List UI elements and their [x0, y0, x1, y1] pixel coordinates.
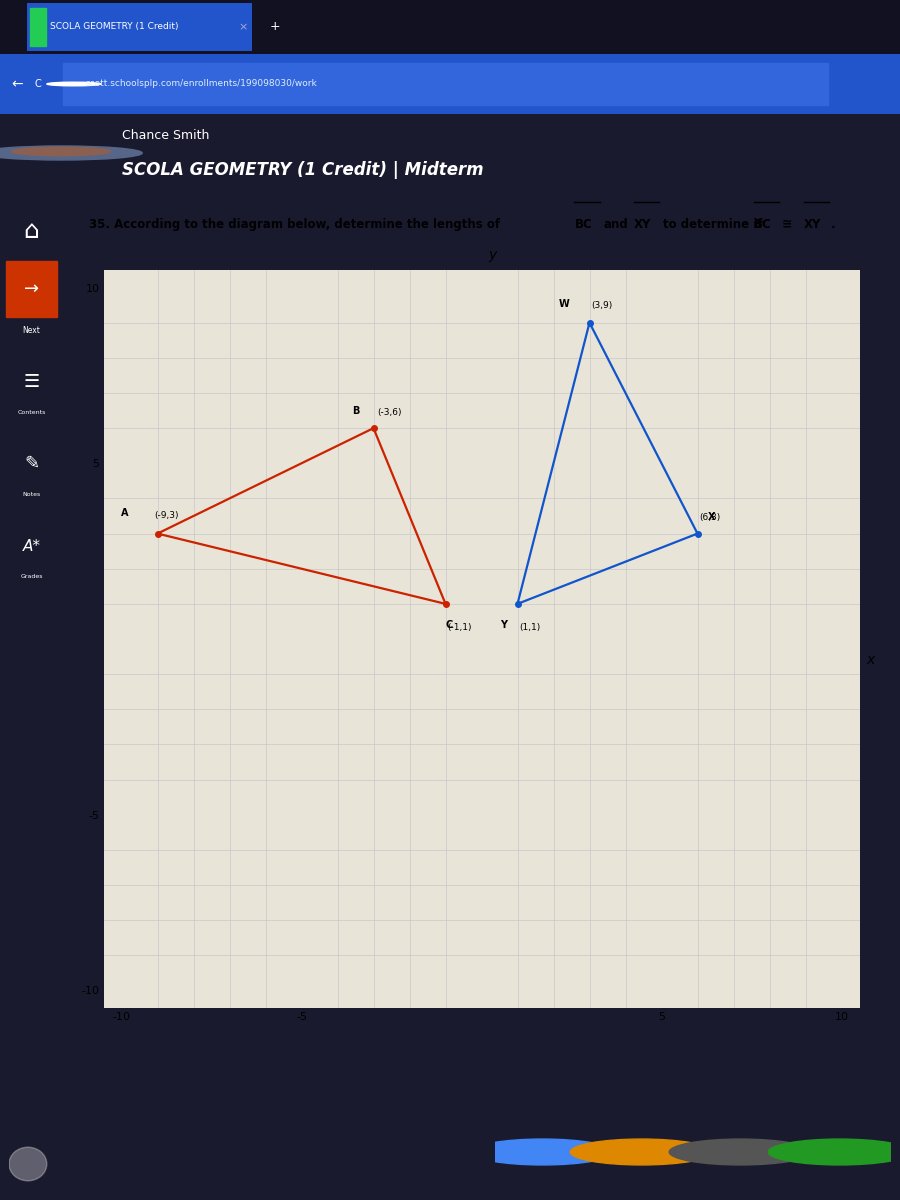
Text: x: x	[866, 653, 875, 667]
Text: to determine if: to determine if	[662, 218, 762, 230]
Text: (6,3): (6,3)	[699, 514, 721, 522]
Text: Grades: Grades	[21, 574, 43, 578]
Text: ≅: ≅	[782, 218, 792, 230]
Text: ✎: ✎	[24, 455, 39, 473]
Bar	[27, 2, 252, 52]
Text: Contents: Contents	[17, 410, 46, 415]
Circle shape	[670, 1139, 812, 1165]
Text: scott.schoolsplp.com/enrollments/199098030/work: scott.schoolsplp.com/enrollments/1990980…	[86, 79, 317, 89]
Text: BC: BC	[574, 218, 592, 230]
Circle shape	[12, 148, 111, 156]
Text: +: +	[270, 20, 281, 34]
Circle shape	[571, 1139, 713, 1165]
Text: and: and	[603, 218, 628, 230]
Text: (3,9): (3,9)	[591, 301, 613, 310]
Bar	[30, 8, 46, 46]
Text: SCOLA GEOMETRY (1 Credit) | Midterm: SCOLA GEOMETRY (1 Credit) | Midterm	[122, 161, 483, 179]
Circle shape	[9, 1147, 47, 1181]
Text: XY: XY	[634, 218, 651, 230]
Text: (-9,3): (-9,3)	[154, 511, 178, 520]
Text: Chance Smith: Chance Smith	[122, 130, 209, 143]
Text: XY: XY	[804, 218, 821, 230]
Bar	[63, 62, 828, 104]
Text: ⌂: ⌂	[23, 218, 40, 242]
Text: ←: ←	[11, 77, 22, 91]
Circle shape	[0, 146, 142, 160]
Text: B: B	[352, 406, 359, 416]
Text: A: A	[122, 508, 129, 518]
Text: BC: BC	[754, 218, 771, 230]
Text: (-3,6): (-3,6)	[377, 408, 401, 416]
Text: X: X	[708, 511, 716, 522]
Text: .: .	[831, 218, 835, 230]
Text: 35. According to the diagram below, determine the lengths of: 35. According to the diagram below, dete…	[89, 218, 500, 230]
Text: A*: A*	[22, 539, 40, 553]
Text: C: C	[34, 79, 40, 89]
Circle shape	[47, 82, 101, 86]
Text: W: W	[559, 299, 570, 308]
Text: (-1,1): (-1,1)	[447, 623, 472, 632]
Circle shape	[769, 1139, 900, 1165]
Text: y: y	[488, 248, 497, 263]
Text: SCOLA GEOMETRY (1 Credit): SCOLA GEOMETRY (1 Credit)	[50, 23, 178, 31]
Text: →: →	[24, 280, 39, 298]
Text: C: C	[446, 620, 453, 630]
Text: Next: Next	[22, 325, 40, 335]
Text: ×: ×	[238, 22, 248, 32]
Text: Notes: Notes	[22, 492, 40, 497]
Text: ☰: ☰	[23, 373, 40, 391]
Text: (1,1): (1,1)	[519, 623, 541, 632]
Bar	[6, 262, 57, 317]
Circle shape	[472, 1139, 614, 1165]
Text: Y: Y	[500, 620, 507, 630]
